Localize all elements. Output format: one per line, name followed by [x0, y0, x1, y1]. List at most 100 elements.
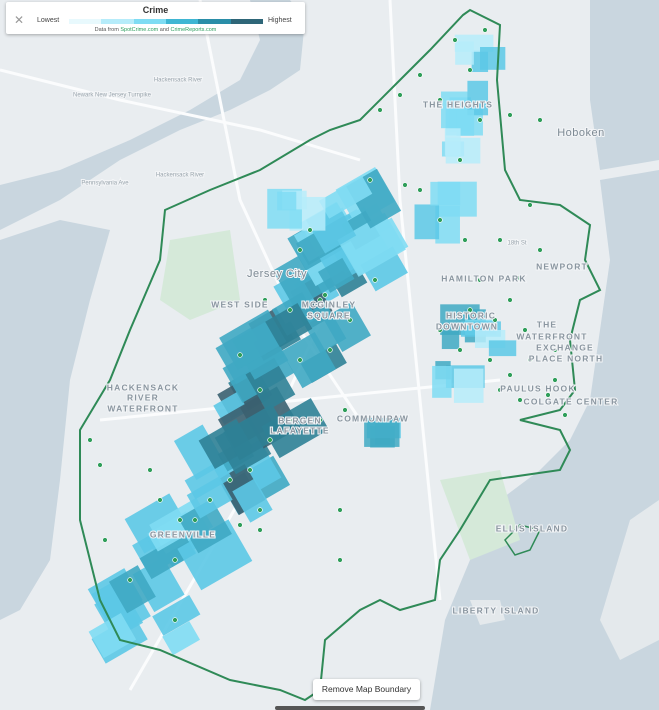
- heat-block: [318, 176, 373, 219]
- incident-dot: [517, 397, 523, 403]
- incident-dot: [467, 307, 473, 313]
- incident-dot: [177, 517, 183, 523]
- heat-block: [162, 621, 201, 656]
- incident-dot: [347, 317, 353, 323]
- source-link[interactable]: CrimeReports.com: [170, 27, 217, 33]
- incident-dot: [527, 357, 533, 363]
- incident-dot: [537, 117, 543, 123]
- water: [430, 170, 659, 710]
- heat-block: [337, 212, 406, 277]
- incident-dot: [477, 277, 483, 283]
- close-button[interactable]: ✕: [14, 13, 25, 27]
- incident-dot: [517, 275, 523, 281]
- water: [0, 220, 110, 620]
- heat-block: [435, 205, 460, 244]
- incident-dot: [537, 247, 543, 253]
- map-boundary: [79, 8, 602, 702]
- incident-dot: [307, 227, 313, 233]
- incident-dot: [157, 497, 163, 503]
- incident-dot: [87, 437, 93, 443]
- incident-dot: [457, 347, 463, 353]
- incident-dot: [227, 477, 233, 483]
- incident-dot: [237, 522, 243, 528]
- source-link[interactable]: SpotCrime.com: [120, 27, 159, 33]
- incident-dot: [337, 557, 343, 563]
- heat-block: [322, 301, 371, 352]
- heat-block: [108, 565, 156, 614]
- heat-block: [432, 365, 452, 398]
- legend: ✕ Crime Lowest Highest Data from SpotCri…: [6, 2, 305, 34]
- map-label: Newark New Jersey Turnpike: [73, 93, 152, 99]
- incident-dot: [342, 407, 348, 413]
- heat-block: [456, 109, 475, 136]
- map-label: COLGATE CENTER: [523, 396, 618, 406]
- incident-dot: [287, 307, 293, 313]
- incidents: [87, 27, 568, 623]
- heat-block: [152, 595, 201, 636]
- incident-dot: [417, 72, 423, 78]
- incident-dot: [522, 327, 528, 333]
- incident-dot: [477, 117, 483, 123]
- legend-title: Crime: [142, 5, 169, 15]
- map-label: Hackensack River: [154, 78, 202, 84]
- map-label: WATERFRONT: [107, 403, 178, 413]
- incident-dot: [497, 387, 503, 393]
- heat-block: [480, 46, 506, 70]
- map-label: HACKENSACK: [107, 382, 179, 392]
- map-label: Jersey City: [247, 268, 307, 280]
- remove-boundary-button[interactable]: Remove Map Boundary: [313, 679, 420, 700]
- incident-dot: [462, 237, 468, 243]
- incident-dot: [437, 217, 443, 223]
- incident-dot: [317, 417, 323, 423]
- park: [160, 230, 240, 320]
- heat-block: [265, 303, 313, 348]
- incident-dot: [97, 462, 103, 468]
- incident-dot: [527, 202, 533, 208]
- incident-dot: [552, 347, 558, 353]
- map-label: SQUARE: [307, 310, 351, 320]
- incident-dot: [337, 507, 343, 513]
- incident-dot: [317, 297, 323, 303]
- incident-dot: [492, 317, 498, 323]
- scrollbar: [275, 706, 425, 710]
- incident-dot: [487, 357, 493, 363]
- map-label: WATERFRONT: [516, 331, 587, 341]
- ellis-island-boundary: [504, 524, 542, 556]
- heat-block: [445, 137, 481, 164]
- incident-dot: [192, 517, 198, 523]
- map-label: EXCHANGE: [536, 342, 594, 352]
- incident-dot: [322, 292, 328, 298]
- heat-block: [177, 519, 253, 591]
- map-label: Hoboken: [557, 127, 605, 139]
- incident-dot: [247, 467, 253, 473]
- incident-dot: [367, 177, 373, 183]
- incident-dot: [482, 27, 488, 33]
- map-label: HAMILTON PARK: [441, 273, 526, 283]
- heat-block: [184, 459, 233, 500]
- incident-dot: [172, 617, 178, 623]
- incident-dot: [507, 297, 513, 303]
- incident-dot: [402, 182, 408, 188]
- heat-block: [139, 532, 196, 580]
- incident-dot: [497, 237, 503, 243]
- heat-block: [467, 80, 489, 116]
- heat-block: [441, 330, 460, 350]
- incident-dot: [562, 412, 568, 418]
- incident-dot: [327, 347, 333, 353]
- map-label: Pennsylvania Ave: [81, 181, 129, 187]
- map-label: WEST SIDE: [211, 299, 269, 309]
- island: [470, 600, 505, 625]
- map-label: RIVER: [127, 392, 159, 402]
- incident-dot: [237, 352, 243, 358]
- source-text: and: [159, 27, 169, 33]
- heat-block: [488, 340, 517, 357]
- incident-dot: [207, 497, 213, 503]
- heat-block: [299, 302, 347, 354]
- incident-dot: [172, 557, 178, 563]
- heat-block: [132, 557, 185, 613]
- heat-block: [453, 368, 484, 403]
- heat-block: [430, 181, 461, 206]
- incident-dot: [417, 187, 423, 193]
- map-label: ELLIS ISLAND: [496, 523, 569, 533]
